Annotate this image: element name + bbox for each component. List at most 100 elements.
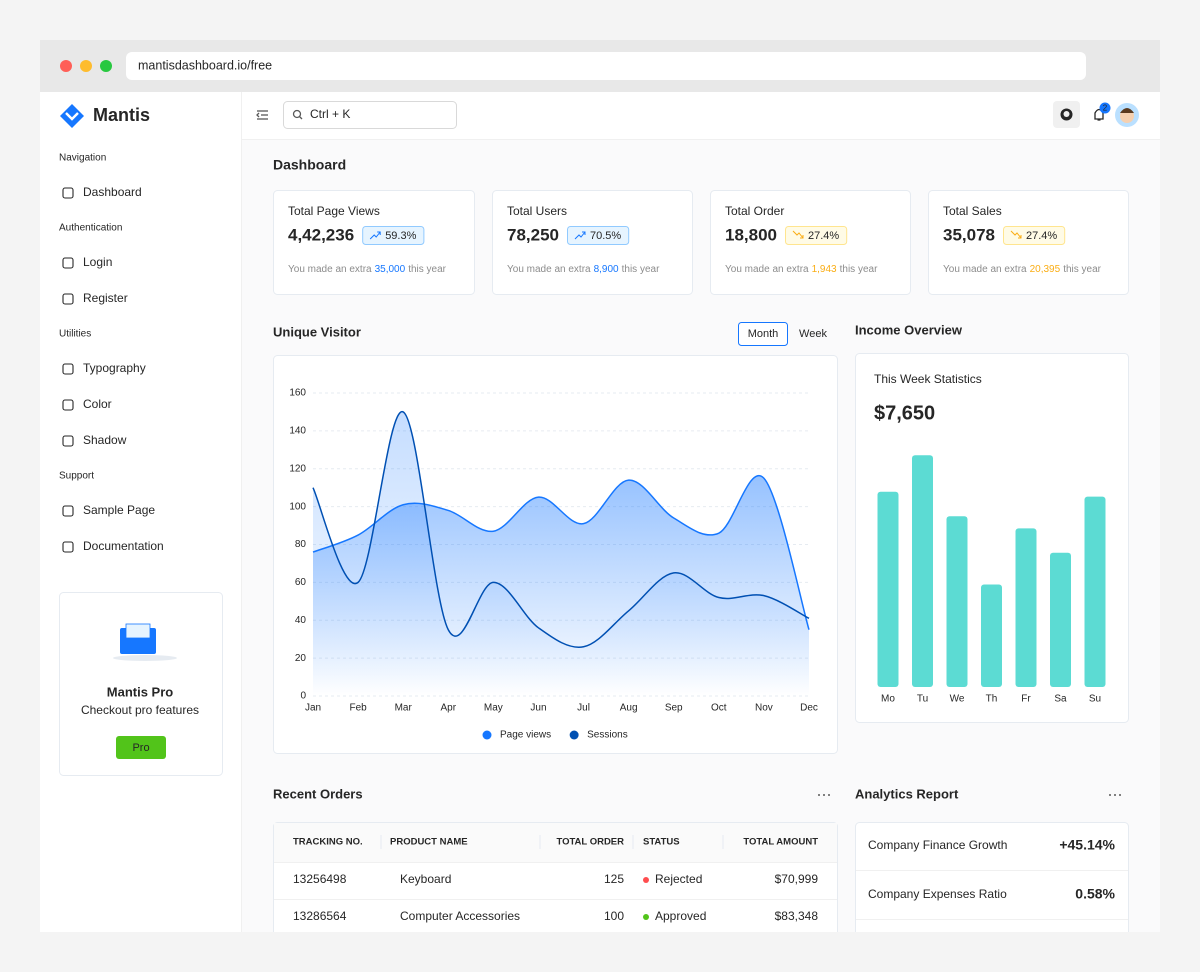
toggle-button[interactable]: Week (799, 328, 827, 340)
table-cell: $70,999 (775, 872, 819, 886)
y-tick-label: 100 (289, 501, 306, 512)
change-value: 70.5% (590, 230, 621, 242)
close-dot[interactable] (60, 60, 72, 72)
nav-item[interactable]: Color (62, 397, 112, 411)
trend-icon (369, 231, 381, 240)
page-title: Dashboard (273, 157, 346, 173)
x-tick-label: Su (1089, 694, 1101, 705)
notification-badge (1099, 102, 1111, 114)
pro-button-bg (116, 736, 166, 759)
nav-label: Sample Page (83, 503, 155, 517)
change-badge (567, 226, 630, 245)
nav-icon (62, 541, 74, 553)
x-tick-label: May (484, 703, 503, 714)
more-menu[interactable] (818, 794, 830, 796)
table-cell: $83,348 (775, 909, 819, 923)
menu-toggle[interactable] (256, 110, 268, 120)
x-tick-label: Feb (349, 703, 367, 714)
column-header: TRACKING NO. (293, 837, 363, 848)
logo[interactable] (60, 104, 84, 128)
search-box[interactable] (283, 101, 457, 129)
x-tick-label: Jun (530, 703, 546, 714)
x-tick-label: Fr (1021, 694, 1031, 705)
stat-note: You made an extra 8,900 this year (507, 264, 660, 275)
nav-icon (62, 363, 74, 375)
analytics-row[interactable]: Company Finance Growth +45.14% (856, 837, 1128, 871)
stat-note-part: You made an extra (288, 264, 372, 275)
nav-item[interactable]: Shadow (62, 433, 127, 447)
x-tick-label: Nov (755, 703, 773, 714)
chart-title: Unique Visitor (273, 324, 361, 339)
y-tick-label: 0 (300, 691, 306, 702)
stat-note-part: You made an extra (725, 264, 809, 275)
trend-icon (574, 231, 586, 240)
section-title: Authentication (59, 223, 122, 234)
promo-subtitle: Checkout pro features (81, 703, 199, 717)
brand-name[interactable]: Mantis (93, 105, 150, 125)
stat-value: 4,42,236 (288, 225, 354, 244)
minimize-dot[interactable] (80, 60, 92, 72)
nav-item[interactable]: Dashboard (62, 185, 142, 199)
y-tick-label: 80 (295, 539, 307, 550)
stat-note: You made an extra 20,395 this year (943, 264, 1102, 275)
legend-item[interactable]: Sessions (569, 730, 628, 741)
nav-item[interactable]: Login (62, 255, 112, 269)
promo-illustration-shadow (113, 655, 177, 661)
nav-label: Color (83, 397, 112, 411)
nav-icon (62, 257, 74, 269)
nav-label: Register (83, 291, 128, 305)
table-cell: Keyboard (400, 872, 451, 886)
nav-icon (62, 293, 74, 305)
nav-icon (62, 435, 74, 447)
legend-label: Page views (500, 730, 551, 741)
toggle-button[interactable]: Month (738, 322, 788, 346)
stat-note-part: You made an extra (943, 264, 1027, 275)
pro-button-label: Pro (132, 742, 149, 754)
stat-title: Total Sales (943, 204, 1002, 218)
x-tick-label: Tu (917, 694, 928, 705)
more-dot (823, 794, 825, 796)
x-tick-label: Sep (665, 703, 683, 714)
more-menu[interactable] (1109, 794, 1121, 796)
promo-title: Mantis Pro (107, 684, 174, 699)
change-value: 59.3% (385, 230, 416, 242)
more-dot (1109, 794, 1111, 796)
nav-label: Typography (83, 361, 146, 375)
column-header: PRODUCT NAME (390, 837, 468, 848)
bar (1015, 528, 1037, 687)
stat-note-part: 20,395 (1030, 264, 1061, 275)
url-bar[interactable] (126, 52, 1086, 80)
bar (946, 516, 968, 687)
pro-button[interactable]: Pro (116, 736, 166, 759)
stat-note-part: You made an extra (507, 264, 591, 275)
y-tick-label: 140 (289, 426, 306, 437)
analytics-label: Company Expenses Ratio (868, 887, 1007, 901)
more-dot (1119, 794, 1121, 796)
more-dot (828, 794, 830, 796)
stat-value: 18,800 (725, 225, 777, 244)
nav-item[interactable]: Register (62, 291, 128, 305)
nav-item[interactable]: Documentation (62, 539, 164, 553)
x-tick-label: Sa (1054, 694, 1067, 705)
x-tick-label: Dec (800, 703, 818, 714)
table-row[interactable]: 13256498 Keyboard 125 Rejected $70,999 (274, 872, 837, 900)
search-icon-handle (299, 116, 303, 120)
trend-icon (792, 230, 804, 239)
bar (912, 455, 933, 687)
change-badge (1003, 226, 1066, 245)
nav-icon (62, 399, 74, 411)
avatar-hair (1120, 108, 1134, 113)
maximize-dot[interactable] (100, 60, 112, 72)
stat-note-part: this year (408, 264, 446, 275)
stat-note-part: 1,943 (812, 264, 837, 275)
column-header: STATUS (643, 837, 680, 848)
table-row[interactable]: 13286564 Computer Accessories 100 Approved $… (274, 909, 837, 936)
nav-icon (62, 187, 74, 199)
legend-item[interactable]: Page views (482, 730, 552, 741)
x-tick-label: Th (986, 694, 998, 705)
analytics-row[interactable]: Company Expenses Ratio 0.58% (856, 886, 1128, 920)
x-tick-label: Jan (305, 703, 321, 714)
nav-item[interactable]: Sample Page (62, 503, 155, 517)
nav-item[interactable]: Typography (62, 361, 146, 375)
